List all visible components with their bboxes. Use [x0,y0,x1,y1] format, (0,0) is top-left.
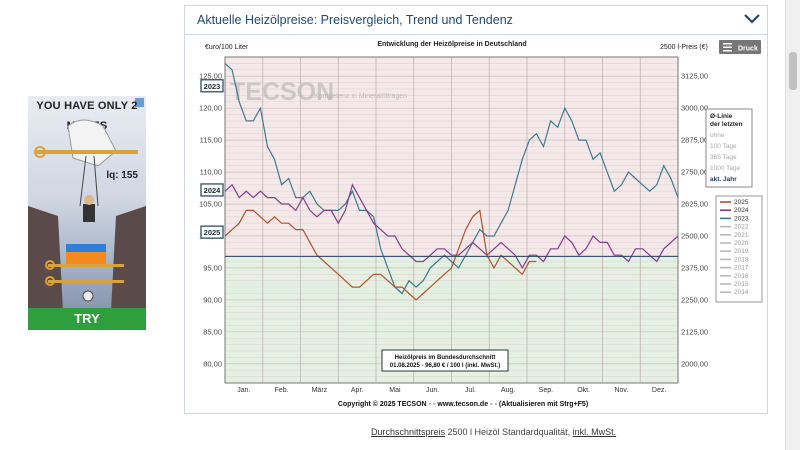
chevron-down-icon[interactable] [743,12,761,26]
scrollbar-thumb[interactable] [789,52,797,90]
average-price-link[interactable]: Durchschnittspreis [371,427,446,437]
footer-text: 2500 l Heizöl Standardqualität, [445,427,573,437]
panel-title: Aktuelle Heizölpreise: Preisvergleich, T… [197,13,513,27]
page-scrollbar[interactable] [785,0,800,450]
ad-try-button[interactable]: TRY [28,308,146,330]
footer-note: Durchschnittspreis 2500 l Heizöl Standar… [371,427,616,437]
vat-link[interactable]: inkl. MwSt. [572,427,617,437]
print-icon [723,43,732,52]
ad-game-artwork [28,119,146,330]
print-button[interactable]: Druck [719,40,761,54]
ad-level-label: lq: 155 [106,170,138,181]
advertisement-banner[interactable]: YOU HAVE ONLY 2 MOVES lq: 155 TRY [28,96,146,330]
heating-oil-panel: Aktuelle Heizölpreise: Preisvergleich, T… [184,5,768,414]
panel-header[interactable]: Aktuelle Heizölpreise: Preisvergleich, T… [185,6,767,35]
print-button-label: Druck [738,46,758,53]
ad-choices-icon[interactable] [135,98,144,107]
